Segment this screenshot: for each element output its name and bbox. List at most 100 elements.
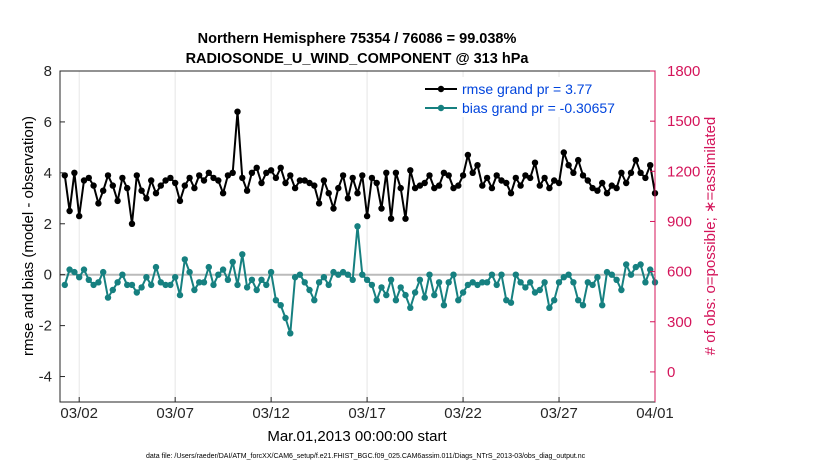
bias-data-point bbox=[387, 276, 395, 283]
rmse-data-point bbox=[100, 187, 107, 194]
bias-data-point bbox=[138, 284, 145, 291]
bias-data-point bbox=[311, 297, 318, 304]
rmse-data-point bbox=[219, 190, 227, 197]
y-tick-label: 8 bbox=[44, 63, 52, 80]
y-tick-label: 2 bbox=[44, 216, 52, 233]
y2-tick-label: 600 bbox=[667, 264, 692, 281]
rmse-data-point bbox=[349, 174, 356, 182]
bias-data-point bbox=[507, 299, 515, 306]
bias-data-point bbox=[493, 281, 500, 289]
legend: rmse grand pr = 3.77 bias grand pr = -0.… bbox=[420, 77, 650, 117]
bias-data-point bbox=[551, 297, 558, 304]
rmse-data-point bbox=[85, 174, 93, 182]
rmse-data-point bbox=[339, 172, 347, 179]
bias-data-point bbox=[176, 291, 184, 299]
rmse-data-point bbox=[599, 179, 606, 187]
rmse-data-point bbox=[138, 187, 145, 194]
rmse-data-point bbox=[378, 205, 385, 212]
bias-data-point bbox=[579, 302, 587, 309]
rmse-data-point bbox=[517, 182, 524, 189]
x-axis-label: Mar.01,2013 00:00:00 start bbox=[267, 428, 447, 445]
rmse-data-point bbox=[291, 184, 299, 192]
bias-data-point bbox=[61, 281, 68, 289]
y2-tick-label: 0 bbox=[667, 364, 675, 381]
rmse-data-point bbox=[167, 174, 174, 182]
bias-data-point bbox=[517, 279, 524, 286]
bias-data-point bbox=[488, 271, 496, 278]
bias-data-point bbox=[133, 289, 140, 296]
bias-data-point bbox=[80, 266, 88, 273]
rmse-data-point bbox=[493, 172, 500, 179]
rmse-data-point bbox=[267, 167, 275, 174]
rmse-data-point bbox=[431, 184, 438, 192]
y-tick-label: 6 bbox=[44, 114, 52, 131]
bias-data-point bbox=[565, 271, 572, 278]
rmse-data-point bbox=[320, 177, 328, 184]
rmse-data-point bbox=[258, 179, 265, 187]
bias-data-point bbox=[541, 279, 548, 286]
y-tick-label: -2 bbox=[39, 318, 52, 335]
bias-data-point bbox=[407, 304, 414, 311]
bias-data-point bbox=[608, 271, 615, 278]
x-tick-label: 03/27 bbox=[540, 405, 578, 422]
y-tick-label: 4 bbox=[44, 165, 52, 182]
rmse-data-point bbox=[575, 156, 582, 164]
bias-data-point bbox=[100, 268, 107, 276]
rmse-data-point bbox=[637, 169, 644, 176]
rmse-data-point bbox=[205, 169, 212, 176]
bias-data-point bbox=[618, 286, 625, 294]
bias-data-point bbox=[594, 274, 601, 281]
bias-data-point bbox=[402, 291, 409, 299]
bias-data-point bbox=[85, 276, 93, 283]
rmse-data-point bbox=[359, 172, 366, 179]
rmse-data-point bbox=[162, 177, 169, 184]
bias-data-point bbox=[344, 271, 352, 278]
rmse-data-point bbox=[426, 172, 433, 179]
bias-data-point bbox=[282, 314, 289, 322]
bias-data-point bbox=[196, 279, 203, 286]
chart-title: Northern Hemisphere 75354 / 76086 = 99.0… bbox=[198, 31, 517, 47]
rmse-data-point bbox=[411, 184, 419, 192]
rmse-data-point bbox=[464, 151, 472, 159]
bias-data-point bbox=[426, 271, 433, 278]
rmse-data-point bbox=[253, 164, 260, 171]
bias-data-point bbox=[397, 284, 404, 291]
bias-data-point bbox=[296, 271, 304, 278]
chart-subtitle: RADIOSONDE_U_WIND_COMPONENT @ 313 hPa bbox=[186, 51, 530, 67]
bias-data-point bbox=[76, 274, 83, 281]
bias-data-point bbox=[229, 258, 236, 266]
bias-data-point bbox=[469, 279, 476, 286]
bias-data-point bbox=[95, 279, 102, 286]
rmse-data-point bbox=[287, 172, 294, 179]
rmse-data-point bbox=[124, 184, 131, 192]
bias-data-point bbox=[287, 330, 294, 337]
rmse-data-point bbox=[455, 182, 462, 189]
rmse-data-point bbox=[584, 177, 591, 184]
rmse-data-point bbox=[143, 195, 150, 202]
rmse-data-point bbox=[613, 184, 620, 192]
rmse-data-point bbox=[440, 169, 448, 176]
data-file-footer: data file: /Users/raeder/DAI/ATM_forcXX/… bbox=[146, 453, 586, 460]
rmse-data-point bbox=[344, 195, 352, 202]
bias-data-point bbox=[623, 261, 630, 268]
rmse-data-point bbox=[66, 207, 73, 215]
bias-data-point bbox=[234, 281, 241, 289]
bias-data-point bbox=[109, 286, 117, 294]
bias-data-point bbox=[421, 294, 428, 301]
bias-data-point bbox=[181, 256, 188, 263]
rmse-data-point bbox=[95, 200, 102, 207]
rmse-data-point bbox=[128, 220, 136, 227]
bias-data-point bbox=[536, 286, 543, 294]
bias-data-point bbox=[253, 286, 260, 294]
rmse-data-point bbox=[488, 184, 496, 192]
bias-data-point bbox=[459, 289, 467, 296]
bias-data-point bbox=[603, 268, 611, 276]
rmse-data-point bbox=[296, 177, 304, 184]
bias-data-point bbox=[627, 271, 635, 278]
rmse-data-point bbox=[527, 174, 534, 182]
bias-data-point bbox=[335, 271, 342, 278]
bias-data-point bbox=[104, 294, 112, 301]
bias-data-point bbox=[560, 274, 567, 281]
rmse-data-point bbox=[176, 197, 184, 205]
rmse-data-point bbox=[383, 169, 390, 176]
